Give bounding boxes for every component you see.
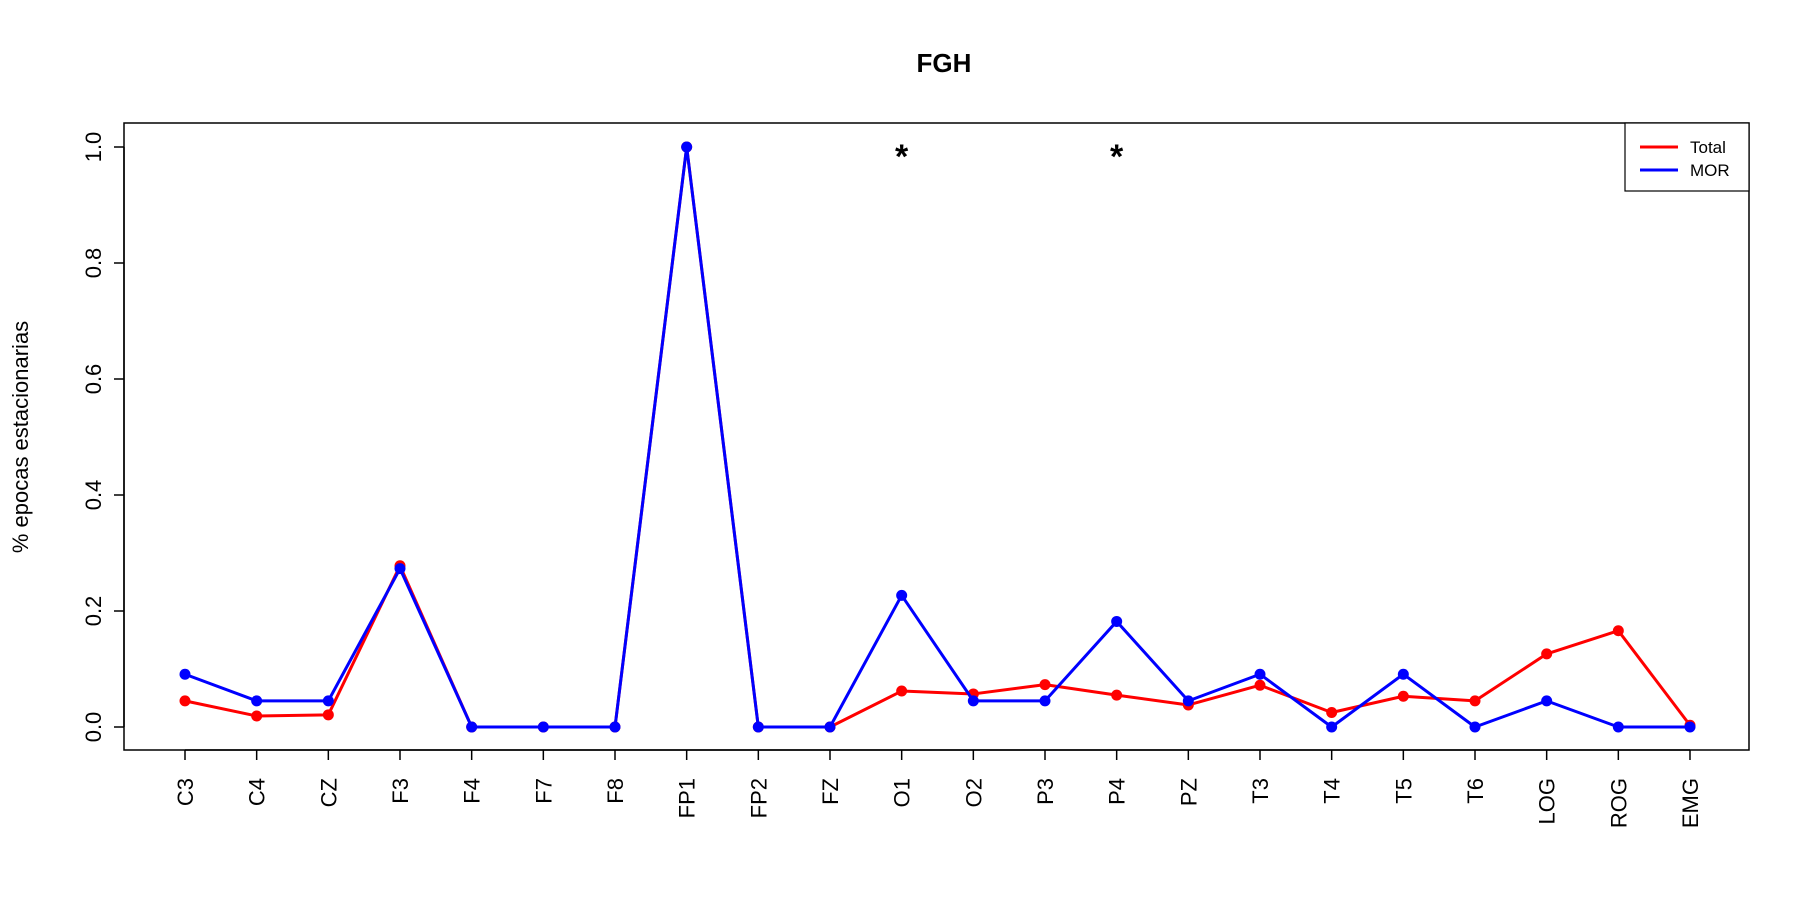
data-point-mor-pz [1182, 695, 1194, 707]
x-tick-label: F4 [460, 778, 485, 804]
data-point-mor-t4 [1326, 721, 1338, 733]
x-tick-label: T5 [1391, 778, 1416, 804]
data-point-mor-rog [1612, 721, 1624, 733]
data-point-total-c4 [251, 710, 263, 722]
legend: Total MOR [1624, 122, 1750, 192]
y-axis: 0.0 0.2 0.4 0.6 0.8 1.0 [81, 132, 125, 743]
y-axis-label: % epocas estacionarias [8, 321, 33, 553]
y-tick-label: 0.8 [81, 248, 106, 279]
data-point-mor-f4 [466, 721, 478, 733]
x-tick-label: P3 [1033, 778, 1058, 805]
data-point-mor-o1 [896, 589, 908, 601]
y-tick-label: 0.6 [81, 364, 106, 395]
data-point-total-t4 [1326, 707, 1338, 718]
y-tick-label: 0.0 [81, 712, 106, 743]
y-tick-label: 0.4 [81, 480, 106, 511]
data-point-total-t6 [1469, 695, 1481, 707]
x-tick-label: CZ [316, 778, 341, 807]
x-tick-label: FZ [818, 778, 843, 805]
data-point-mor-t3 [1254, 668, 1266, 680]
x-tick-label: LOG [1535, 778, 1560, 824]
data-point-mor-log [1541, 695, 1553, 707]
data-point-total-p3 [1039, 679, 1051, 691]
legend-label-mor: MOR [1690, 161, 1730, 180]
series-line-total [183, 145, 1692, 729]
x-tick-label: T4 [1320, 778, 1345, 804]
x-tick-label: PZ [1176, 778, 1201, 806]
data-point-total-cz [322, 709, 334, 721]
data-point-mor-fp1 [681, 141, 693, 153]
data-point-mor-t6 [1469, 721, 1481, 733]
x-tick-label: C4 [245, 778, 270, 806]
chart-title: FGH [917, 48, 972, 78]
data-point-mor-p4 [1111, 615, 1123, 627]
x-tick-label: EMG [1678, 778, 1703, 828]
x-tick-label: O1 [890, 778, 915, 807]
data-point-total-rog [1612, 625, 1624, 637]
data-point-mor-c4 [251, 695, 263, 707]
data-point-mor-emg [1684, 721, 1696, 733]
data-point-mor-c3 [179, 668, 191, 680]
x-tick-label: T3 [1248, 778, 1273, 804]
data-point-mor-fz [824, 721, 836, 733]
data-point-mor-o2 [967, 695, 979, 707]
series-line-mor [183, 145, 1692, 729]
data-point-mor-fp2 [752, 721, 764, 733]
series-total [179, 141, 1696, 733]
y-tick-label: 0.2 [81, 596, 106, 627]
data-point-mor-f7 [537, 721, 549, 733]
annotation-p4: * [1110, 138, 1124, 176]
x-tick-label: FP1 [675, 778, 700, 818]
x-axis: C3 C4 CZ F3 F4 F7 F8 FP1 FP2 FZ O1 O2 P3 P4 PZ T3 T4 T5 T6… [173, 749, 1703, 828]
annotation-o1: * [895, 138, 909, 176]
x-tick-label: F7 [531, 778, 556, 804]
legend-box [1624, 122, 1750, 192]
data-point-mor-f3 [394, 563, 406, 575]
data-point-total-t3 [1254, 679, 1266, 691]
series-mor [179, 141, 1696, 733]
series-layer [179, 141, 1696, 733]
x-tick-label: F8 [603, 778, 628, 804]
data-point-total-log [1541, 648, 1553, 660]
annotation-layer: * * [895, 138, 1124, 176]
data-point-mor-t5 [1397, 668, 1409, 680]
data-point-total-o1 [896, 685, 908, 697]
x-tick-label: F3 [388, 778, 413, 804]
x-tick-label: O2 [961, 778, 986, 807]
y-tick-label: 1.0 [81, 132, 106, 163]
x-tick-label: P4 [1105, 778, 1130, 805]
x-tick-label: FP2 [746, 778, 771, 818]
data-point-total-t5 [1397, 690, 1409, 702]
data-point-mor-p3 [1039, 695, 1051, 707]
x-tick-label: C3 [173, 778, 198, 806]
data-point-total-c3 [179, 695, 191, 707]
data-point-mor-f8 [609, 721, 621, 733]
legend-label-total: Total [1690, 138, 1726, 157]
data-point-mor-cz [322, 695, 334, 707]
x-tick-label: ROG [1606, 778, 1631, 828]
data-point-total-p4 [1111, 689, 1123, 701]
plot-area-frame [123, 122, 1750, 751]
x-tick-label: T6 [1463, 778, 1488, 804]
